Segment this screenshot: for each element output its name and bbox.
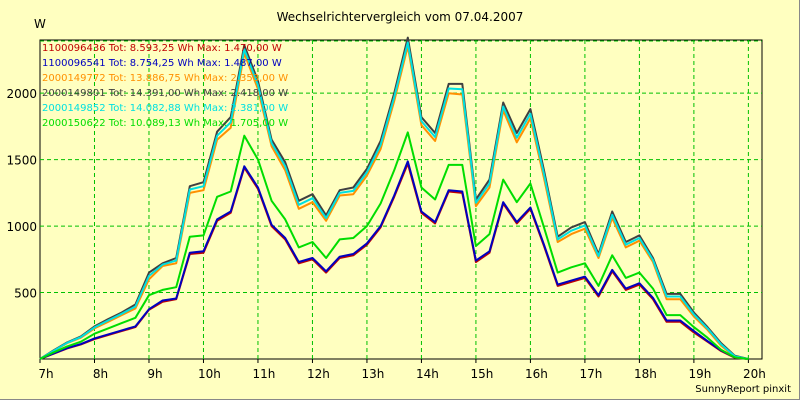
y-axis-label: W [34, 17, 46, 31]
x-tick-label: 7h [38, 367, 53, 381]
x-tick-label: 11h [253, 367, 276, 381]
x-tick-label: 10h [198, 367, 221, 381]
y-tick-label: 1500 [6, 154, 37, 168]
x-tick-label: 14h [416, 367, 439, 381]
series-line-2000150622 [39, 131, 749, 360]
x-tick-label: 13h [362, 367, 385, 381]
legend-entry-1100096541: 1100096541 Tot: 8.754,25 Wh Max: 1.487,0… [42, 58, 282, 69]
legend-entry-2000150622: 2000150622 Tot: 10.089,13 Wh Max: 1.705,… [42, 118, 288, 129]
y-tick-label: 2000 [6, 87, 37, 101]
footer-credit: SunnyReport pinxit [695, 384, 791, 395]
legend-entry-2000149772: 2000149772 Tot: 13.886,75 Wh Max: 2.353,… [42, 73, 288, 84]
x-tick-label: 17h [579, 367, 602, 381]
series-line-2000149772 [39, 45, 749, 360]
x-tick-label: 16h [525, 367, 548, 381]
series-line-1100096541 [39, 160, 749, 360]
y-tick-label: 500 [14, 287, 37, 301]
x-tick-label: 18h [634, 367, 657, 381]
series-line-2000149852 [39, 41, 749, 360]
y-tick-label: 1000 [6, 220, 37, 234]
x-tick-label: 8h [93, 367, 108, 381]
legend-entry-2000149801: 2000149801 Tot: 14.391,00 Wh Max: 2.418,… [42, 88, 288, 99]
legend-entry-2000149852: 2000149852 Tot: 14.082,88 Wh Max: 2.381,… [42, 103, 288, 114]
x-tick-label: 9h [147, 367, 162, 381]
x-tick-label: 19h [688, 367, 711, 381]
x-tick-label: 20h [743, 367, 766, 381]
x-tick-label: 15h [470, 367, 493, 381]
x-tick-label: 12h [307, 367, 330, 381]
chart-title: Wechselrichtervergleich vom 07.04.2007 [276, 10, 524, 24]
legend-entry-1100096436: 1100096436 Tot: 8.593,25 Wh Max: 1.470,0… [42, 43, 282, 54]
